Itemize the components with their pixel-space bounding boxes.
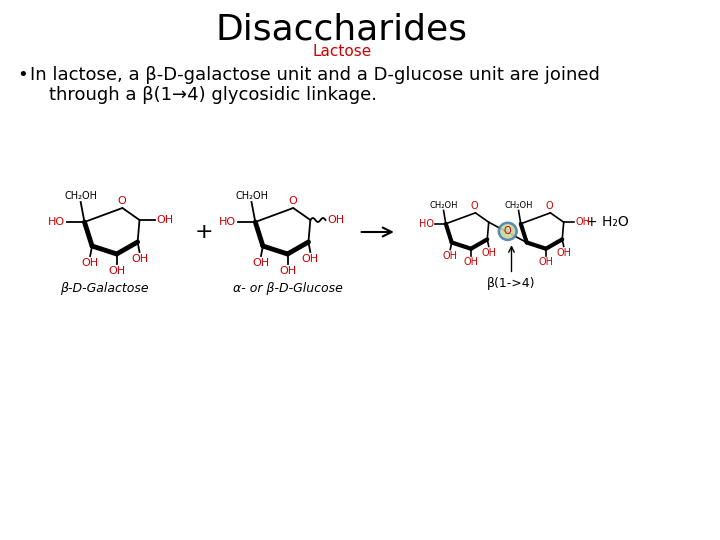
Text: +: + bbox=[194, 222, 213, 242]
Text: OH: OH bbox=[539, 257, 554, 267]
Text: CH₂OH: CH₂OH bbox=[64, 191, 97, 201]
Text: OH: OH bbox=[575, 217, 590, 227]
Text: O: O bbox=[471, 201, 478, 211]
Text: CH₂OH: CH₂OH bbox=[235, 191, 268, 201]
Text: HO: HO bbox=[219, 217, 236, 227]
Text: + H₂O: + H₂O bbox=[587, 215, 629, 229]
Text: O: O bbox=[117, 196, 126, 206]
Text: through a β(1→4) glycosidic linkage.: through a β(1→4) glycosidic linkage. bbox=[50, 86, 377, 104]
Text: OH: OH bbox=[328, 215, 345, 225]
Ellipse shape bbox=[499, 223, 516, 240]
Text: OH: OH bbox=[253, 258, 269, 268]
Text: Disaccharides: Disaccharides bbox=[216, 12, 468, 46]
Text: OH: OH bbox=[302, 254, 319, 264]
Text: OH: OH bbox=[279, 266, 296, 276]
Text: HO: HO bbox=[48, 217, 66, 227]
Text: Lactose: Lactose bbox=[312, 44, 372, 59]
Text: In lactose, a β-D-galactose unit and a D-glucose unit are joined: In lactose, a β-D-galactose unit and a D… bbox=[30, 66, 600, 84]
Text: OH: OH bbox=[81, 258, 99, 268]
Text: β-D-Galactose: β-D-Galactose bbox=[60, 282, 149, 295]
Text: •: • bbox=[17, 66, 28, 84]
Text: O: O bbox=[504, 226, 511, 237]
Text: OH: OH bbox=[131, 254, 148, 264]
Text: O: O bbox=[288, 196, 297, 206]
Text: OH: OH bbox=[443, 251, 458, 261]
Text: OH: OH bbox=[156, 215, 174, 225]
Text: β(1->4): β(1->4) bbox=[487, 278, 536, 291]
Text: O: O bbox=[546, 201, 553, 211]
Text: CH₂OH: CH₂OH bbox=[504, 200, 533, 210]
Text: OH: OH bbox=[464, 257, 479, 267]
Text: CH₂OH: CH₂OH bbox=[429, 200, 458, 210]
Text: OH: OH bbox=[481, 248, 496, 258]
Text: OH: OH bbox=[108, 266, 125, 276]
Text: OH: OH bbox=[557, 248, 571, 258]
Text: α- or β-D-Glucose: α- or β-D-Glucose bbox=[233, 282, 343, 295]
Text: HO: HO bbox=[419, 219, 434, 229]
